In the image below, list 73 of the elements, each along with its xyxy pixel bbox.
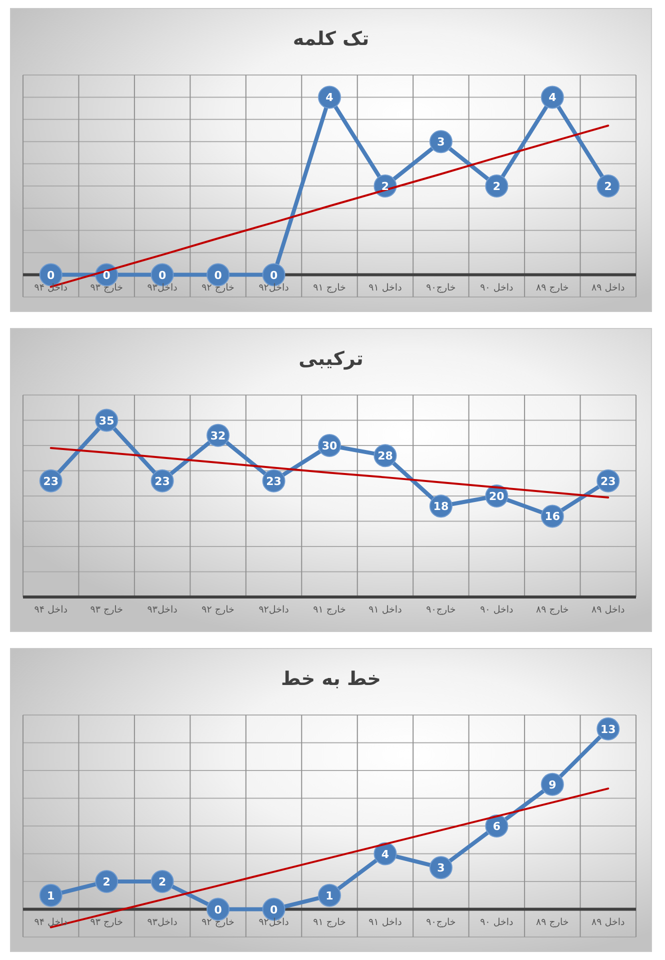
- data-label: 23: [600, 474, 616, 488]
- x-tick-label: خارج ۹۳: [90, 604, 124, 616]
- x-tick-label: خارج ۹۲: [202, 282, 235, 294]
- data-label: 0: [214, 903, 222, 916]
- x-tick-label: خارج ۹۱: [313, 282, 346, 294]
- data-label: 2: [492, 180, 501, 193]
- data-label: 0: [214, 268, 222, 282]
- data-label: 23: [43, 474, 59, 488]
- data-label: 28: [378, 450, 393, 463]
- x-tick-label: داخل ۹۴: [34, 604, 68, 616]
- x-tick-label: داخل ۹۱: [368, 604, 402, 616]
- x-tick-label: خارج ۹۱: [313, 604, 346, 616]
- data-label: 4: [548, 91, 557, 104]
- data-label: 3: [437, 136, 445, 149]
- x-tick-label: خارج۹۰: [426, 604, 456, 616]
- data-label: 0: [102, 268, 111, 282]
- data-label: 30: [322, 440, 338, 452]
- x-tick-label: خارج۹۰: [426, 916, 456, 928]
- data-label: 0: [270, 903, 278, 916]
- x-tick-label: خارج ۸۹: [536, 604, 569, 616]
- x-tick-label: داخل ۹۰: [480, 916, 514, 928]
- x-tick-label: داخل۹۲: [258, 282, 289, 294]
- x-tick-label: داخل۹۳: [147, 604, 178, 616]
- data-label: 32: [210, 429, 226, 442]
- data-label: 2: [604, 180, 612, 193]
- x-tick-label: داخل ۸۹: [592, 604, 625, 616]
- x-tick-label: خارج۹۰: [426, 282, 456, 294]
- data-label: 6: [492, 820, 501, 833]
- data-label: 35: [98, 414, 114, 428]
- data-label: 3: [437, 862, 445, 875]
- data-label: 23: [266, 474, 282, 488]
- chart-title: تک کلمه: [292, 28, 370, 50]
- data-label: 1: [326, 889, 334, 902]
- x-tick-label: داخل۹۳: [147, 282, 178, 294]
- data-label: 0: [158, 268, 166, 282]
- data-label: 4: [381, 848, 390, 861]
- data-label: 23: [154, 474, 170, 488]
- data-label: 13: [600, 722, 616, 736]
- x-tick-label: خارج ۹۳: [90, 282, 124, 294]
- x-tick-label: داخل۹۲: [258, 604, 289, 616]
- x-tick-label: داخل ۸۹: [592, 282, 625, 294]
- x-tick-label: داخل ۹۴: [34, 282, 68, 294]
- data-label: 0: [47, 268, 56, 282]
- x-tick-label: داخل ۹۰: [480, 604, 514, 616]
- point: [39, 884, 62, 907]
- x-tick-label: داخل ۹۱: [368, 916, 402, 928]
- point: [95, 870, 118, 893]
- data-label: 9: [548, 778, 556, 792]
- x-tick-label: داخل۹۳: [147, 916, 178, 928]
- x-tick-label: خارج ۹۱: [313, 916, 346, 928]
- x-tick-label: خارج ۹۳: [90, 916, 124, 928]
- chart-title: خط به خط: [281, 668, 381, 690]
- x-tick-label: خارج ۸۹: [536, 282, 569, 294]
- x-tick-label: خارج ۹۲: [202, 916, 235, 928]
- x-tick-label: خارج ۸۹: [536, 916, 569, 928]
- data-label: 2: [158, 876, 166, 888]
- x-tick-label: داخل۹۲: [258, 916, 289, 928]
- point: [596, 174, 620, 198]
- data-label: 1: [47, 889, 55, 902]
- data-label: 16: [544, 510, 560, 524]
- x-tick-label: داخل ۹۰: [480, 282, 514, 294]
- data-label: 4: [326, 91, 334, 104]
- point: [485, 174, 508, 198]
- data-label: 18: [433, 500, 449, 514]
- x-tick-label: داخل ۹۴: [34, 916, 68, 928]
- x-tick-label: داخل ۸۹: [592, 916, 625, 928]
- x-tick-label: خارج ۹۲: [202, 604, 235, 616]
- data-label: 0: [270, 268, 278, 282]
- point: [318, 884, 341, 907]
- data-label: 20: [489, 490, 505, 503]
- data-label: 2: [102, 876, 110, 888]
- chart-title: ترکیبی: [298, 348, 364, 370]
- x-tick-label: داخل ۹۱: [368, 282, 402, 294]
